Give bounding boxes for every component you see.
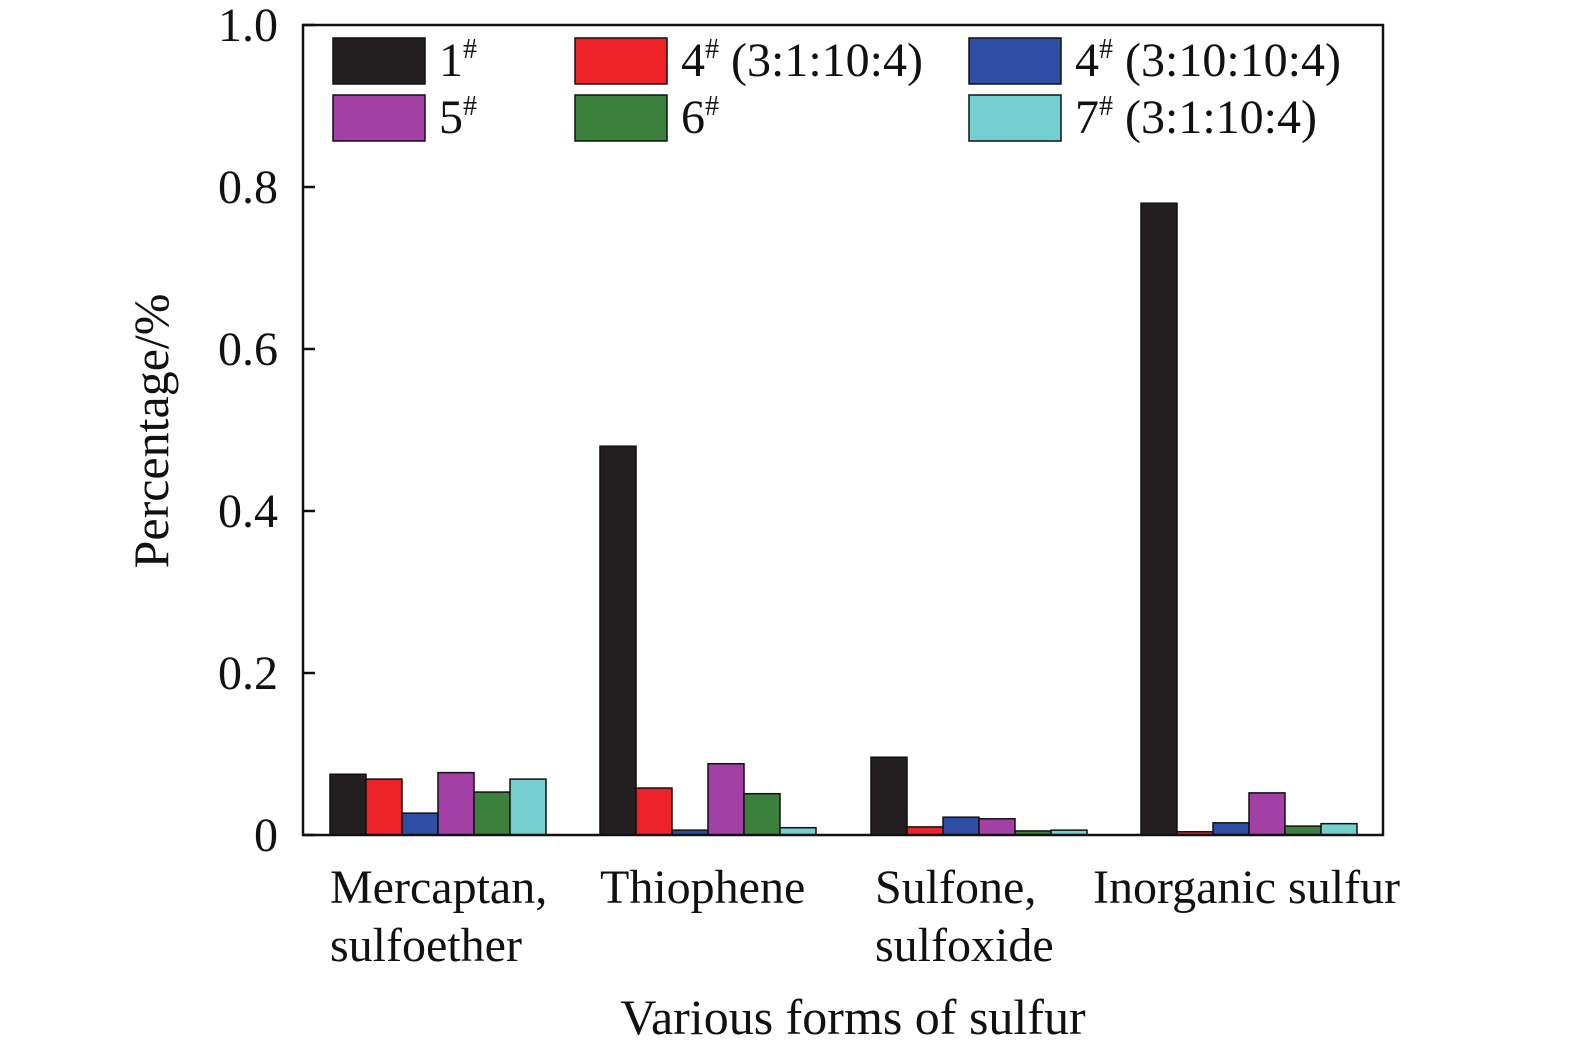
legend-entry-number: 7 <box>1075 91 1099 144</box>
legend-entry-superscript: # <box>705 91 719 122</box>
legend: 1# 4# (3:1:10:4) 4# (3:10:10:4)5# 6# 7# (3:1… <box>332 34 1341 144</box>
bar-series-5-cat-2 <box>743 792 781 836</box>
bar-series-1-cat-2 <box>599 445 637 836</box>
legend-entry-ratio: (3:1:10:4) <box>1113 91 1317 144</box>
legend-entry: 4# (3:10:10:4) <box>1075 34 1341 87</box>
legend-swatch <box>332 37 426 85</box>
legend-swatch <box>968 37 1062 85</box>
bar-series-2-cat-1 <box>365 778 403 836</box>
y-tick-label: 1.0 <box>218 0 278 52</box>
legend-entry-superscript: # <box>1099 91 1113 122</box>
x-axis-categories: Mercaptan,sulfoether Thiophene Sulfone,sul… <box>330 861 1400 972</box>
x-category-label: sulfoether <box>330 919 522 972</box>
x-category-label: Inorganic sulfur <box>1093 861 1400 914</box>
y-tick-label: 0.4 <box>218 485 278 538</box>
legend-swatch <box>332 94 426 142</box>
legend-entry-number: 4 <box>1075 34 1099 87</box>
bar-series-4-cat-1 <box>437 771 475 836</box>
bar-series-4-cat-3 <box>978 818 1016 836</box>
bar-series-2-cat-2 <box>635 787 673 836</box>
legend-swatch <box>968 94 1062 142</box>
y-tick-label: 0.6 <box>218 323 278 376</box>
x-category-label: Sulfone, <box>875 861 1036 914</box>
bar-series-4-cat-2 <box>707 762 745 836</box>
legend-swatch <box>574 94 668 142</box>
y-axis-title: Percentage/% <box>123 294 179 569</box>
bar-series-4-cat-4 <box>1248 792 1286 836</box>
bar-series-1-cat-3 <box>870 756 908 836</box>
legend-entry-number: 1 <box>439 34 463 87</box>
legend-entry-number: 5 <box>439 91 463 144</box>
x-category-label: Mercaptan, <box>330 861 547 914</box>
bar-series-6-cat-1 <box>509 778 547 836</box>
bar-series-3-cat-4 <box>1212 822 1250 836</box>
bar-series-3-cat-3 <box>942 816 980 836</box>
plot-frame <box>301 23 1385 837</box>
y-tick-label: 0.2 <box>218 647 278 700</box>
legend-entry-number: 6 <box>681 91 705 144</box>
bar-series-5-cat-4 <box>1284 825 1322 836</box>
x-axis-title: Various forms of sulfur <box>620 989 1086 1045</box>
legend-entry: 4# (3:1:10:4) <box>681 34 923 87</box>
legend-entry: 6# <box>681 91 719 144</box>
legend-entry-ratio: (3:10:10:4) <box>1113 34 1341 87</box>
x-category-label: sulfoxide <box>875 919 1054 972</box>
legend-entry: 7# (3:1:10:4) <box>1075 91 1317 144</box>
y-tick-label: 0 <box>254 809 278 862</box>
bar-series-3-cat-1 <box>401 812 439 836</box>
bar-series-6-cat-4 <box>1320 822 1358 836</box>
legend-entry-superscript: # <box>1099 34 1113 65</box>
legend-entry-superscript: # <box>463 91 477 122</box>
bar-series-5-cat-1 <box>473 791 511 836</box>
x-category-label: Thiophene <box>600 861 805 914</box>
legend-entry: 5# <box>439 91 477 144</box>
legend-entry: 1# <box>439 34 477 87</box>
y-tick-label: 0.8 <box>218 161 278 214</box>
legend-entry-ratio: (3:1:10:4) <box>719 34 923 87</box>
bars-group <box>329 202 1358 836</box>
bar-series-1-cat-1 <box>329 773 367 836</box>
bar-series-1-cat-4 <box>1140 202 1178 836</box>
legend-swatch <box>574 37 668 85</box>
legend-entry-superscript: # <box>463 34 477 65</box>
legend-entry-number: 4 <box>681 34 705 87</box>
y-axis-ticks: 0 0.2 0.4 0.6 0.8 1.0 <box>218 0 315 862</box>
legend-entry-superscript: # <box>705 34 719 65</box>
